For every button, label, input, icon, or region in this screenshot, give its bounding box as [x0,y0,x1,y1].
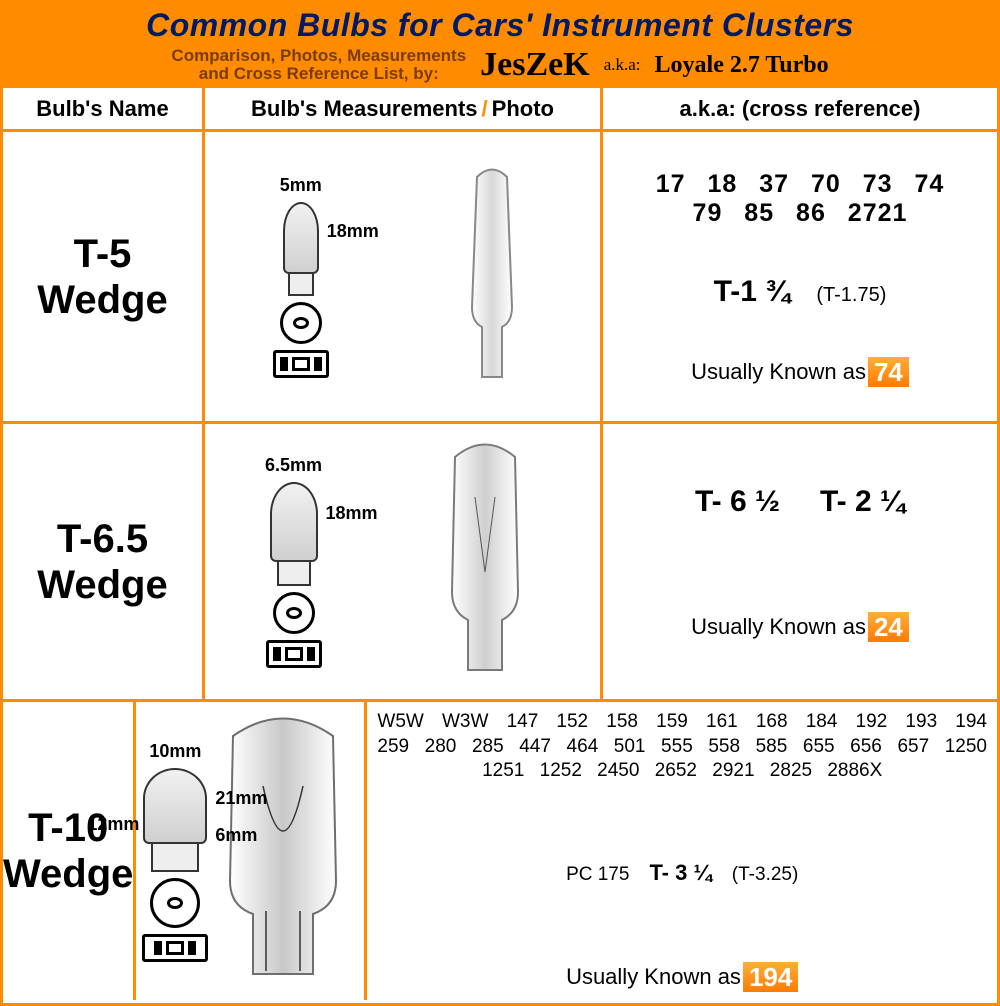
dimension-width: 6.5mm [265,455,322,476]
bulb-body-icon [283,202,319,274]
table-row: T-5 Wedge 5mm 18mm [3,132,997,424]
known-as-chip: 24 [868,612,909,642]
bulb-diagram: 5mm 18mm [273,175,329,378]
subtitle-row: Comparison, Photos, Measurements and Cro… [11,46,989,84]
usually-known-as: Usually Known as 74 [691,357,909,387]
dimension-width: 5mm [280,175,322,196]
bulb-topview-icon [150,878,200,928]
xref-alt-main-2: T- 2 ¼ [820,485,905,519]
bulb-diagram: 6.5mm 18mm [265,455,322,668]
aka-label: a.k.a: [604,55,641,75]
bulb-wedge-icon [288,274,314,296]
xref-alt-main: T- 3 ¼ [649,859,711,888]
xref-alt-paren: (T-1.75) [816,284,886,307]
xref-alt: T- 6 ½ T- 2 ¼ [695,485,905,519]
xref-cell: 17 18 37 70 73 74 79 85 86 2721 T-1 ¾ (T… [603,132,997,421]
table-row: T-10 Wedge 10mm 21mm 6mm 12mm [3,702,997,1000]
known-as-label: Usually Known as [566,963,741,992]
xref-codes-block: W5W W3W 147 152 158 159 161 168 184 192 … [377,710,987,784]
measurements-cell: 5mm 18mm [205,132,603,421]
dimension-height: 18mm [319,221,379,242]
aka-name: Loyale 2.7 Turbo [655,52,829,79]
column-header-xref: a.k.a: (cross reference) [603,88,997,129]
subtitle: Comparison, Photos, Measurements and Cro… [171,47,466,83]
page-title: Common Bulbs for Cars' Instrument Cluste… [11,7,989,44]
usually-known-as: Usually Known as 24 [691,612,909,642]
dimension-height: 18mm [318,503,378,524]
bulb-photo [208,716,358,986]
measurements-cell: 6.5mm 18mm [205,424,603,699]
bulb-diagram: 10mm 21mm 6mm 12mm [142,741,208,962]
bulb-name-line1: T-5 [74,231,132,277]
bulb-outline: 21mm 6mm 12mm [143,768,207,872]
dimension-base-height: 6mm [207,825,257,846]
dimension-width: 10mm [149,741,201,762]
table-row: T-6.5 Wedge 6.5mm 18mm [3,424,997,702]
dimension-height: 21mm [207,788,267,809]
bulb-table: Bulb's Name Bulb's Measurements / Photo … [3,88,997,1003]
author-signature: JesZeK [480,46,590,84]
xref-alt-paren: (T-3.25) [732,863,799,888]
bulb-topview-icon [280,302,322,344]
xref-alt-main: T-1 ¾ [714,275,791,309]
bulb-photo-icon [452,167,532,387]
xref-cell: T- 6 ½ T- 2 ¼ Usually Known as 24 [603,424,997,699]
page-header: Common Bulbs for Cars' Instrument Cluste… [3,3,997,88]
bulb-body-icon [270,482,318,562]
bulb-baseview-icon [273,350,329,378]
usually-known-as: Usually Known as 194 [566,962,798,992]
bulb-name-cell: T-10 Wedge [3,702,136,1000]
bulb-photo-icon [208,716,358,986]
bulb-name-line2: Wedge [3,851,133,897]
xref-codes-line2: 79 85 86 2721 [656,199,945,228]
bulb-name-line2: Wedge [37,277,167,323]
xref-cell: W5W W3W 147 152 158 159 161 168 184 192 … [367,702,997,1000]
known-as-label: Usually Known as [691,614,866,640]
xref-alt: T-1 ¾ (T-1.75) [714,275,887,309]
bulb-outline: 18mm [283,202,319,296]
table-header: Bulb's Name Bulb's Measurements / Photo … [3,88,997,132]
bulb-photo [452,167,532,387]
subtitle-line1: Comparison, Photos, Measurements [171,46,466,65]
column-header-name: Bulb's Name [3,88,205,129]
bulb-wedge-icon [151,844,199,872]
bulb-body-icon [143,768,207,844]
xref-pc: PC 175 [566,863,629,888]
bulb-name-cell: T-5 Wedge [3,132,205,421]
xref-alt-main: T- 6 ½ [695,485,780,519]
bulb-photo-icon [430,442,540,682]
bulb-wedge-icon [277,562,311,586]
known-as-chip: 194 [743,962,798,992]
bulb-name-line1: T-6.5 [57,516,148,562]
bulb-outline: 18mm [270,482,318,586]
measurements-cell: 10mm 21mm 6mm 12mm [136,702,367,1000]
column-header-photo-label: Photo [492,96,554,122]
page: Common Bulbs for Cars' Instrument Cluste… [0,0,1000,1006]
bulb-name-cell: T-6.5 Wedge [3,424,205,699]
subtitle-line2: and Cross Reference List, by: [199,64,439,83]
xref-alt: PC 175 T- 3 ¼ (T-3.25) [566,859,798,888]
column-header-measure-label: Bulb's Measurements [251,96,478,122]
bulb-name-line2: Wedge [37,562,167,608]
known-as-label: Usually Known as [691,359,866,385]
known-as-chip: 74 [868,357,909,387]
column-header-measurements: Bulb's Measurements / Photo [205,88,603,129]
bulb-photo [430,442,540,682]
slash-divider: / [478,96,492,122]
dimension-base-width: 12mm [87,814,143,835]
xref-codes: 17 18 37 70 73 74 79 85 86 2721 [656,170,945,228]
bulb-baseview-icon [266,640,322,668]
bulb-topview-icon [273,592,315,634]
bulb-baseview-icon [142,934,208,962]
xref-codes-line1: 17 18 37 70 73 74 [656,170,945,199]
